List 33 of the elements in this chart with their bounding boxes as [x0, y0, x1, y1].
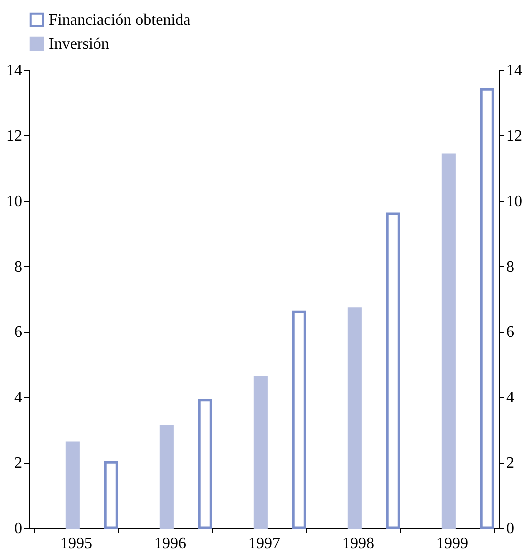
bar — [442, 154, 456, 530]
y-tick-label: 10 — [6, 193, 22, 210]
y-tick-label: 4 — [14, 390, 22, 407]
y-tick-label: 12 — [6, 128, 22, 145]
x-tick-label: 1995 — [60, 536, 92, 552]
y2-tick-label: 8 — [506, 258, 514, 276]
bar — [480, 88, 494, 530]
x-tick-label: 1997 — [248, 536, 280, 552]
bar — [160, 425, 174, 530]
y-tick-label: 8 — [14, 258, 22, 276]
bar — [104, 461, 118, 530]
bar — [292, 310, 306, 530]
bar — [198, 399, 212, 530]
bar — [386, 212, 400, 530]
legend-label: Inversión — [49, 36, 110, 53]
y2-tick-label: 10 — [506, 193, 522, 210]
y2-tick-label: 12 — [506, 128, 522, 145]
bar — [66, 442, 80, 530]
y-tick-label: 6 — [14, 324, 22, 342]
y-tick-label: 0 — [14, 520, 22, 538]
x-tick-label: 1999 — [436, 536, 468, 552]
bar — [348, 308, 362, 530]
y2-tick-label: 2 — [506, 455, 514, 472]
y2-tick-label: 4 — [506, 390, 514, 407]
y2-tick-label: 6 — [506, 324, 514, 342]
x-tick-label: 1996 — [154, 536, 186, 552]
x-tick-label: 1998 — [342, 536, 374, 552]
bar — [254, 376, 268, 530]
y2-tick-label: 14 — [506, 62, 522, 80]
legend-label: Financiación obtenida — [49, 12, 191, 29]
y2-tick-label: 0 — [506, 520, 514, 538]
y-tick-label: 14 — [6, 62, 22, 80]
y-tick-label: 2 — [14, 455, 22, 472]
